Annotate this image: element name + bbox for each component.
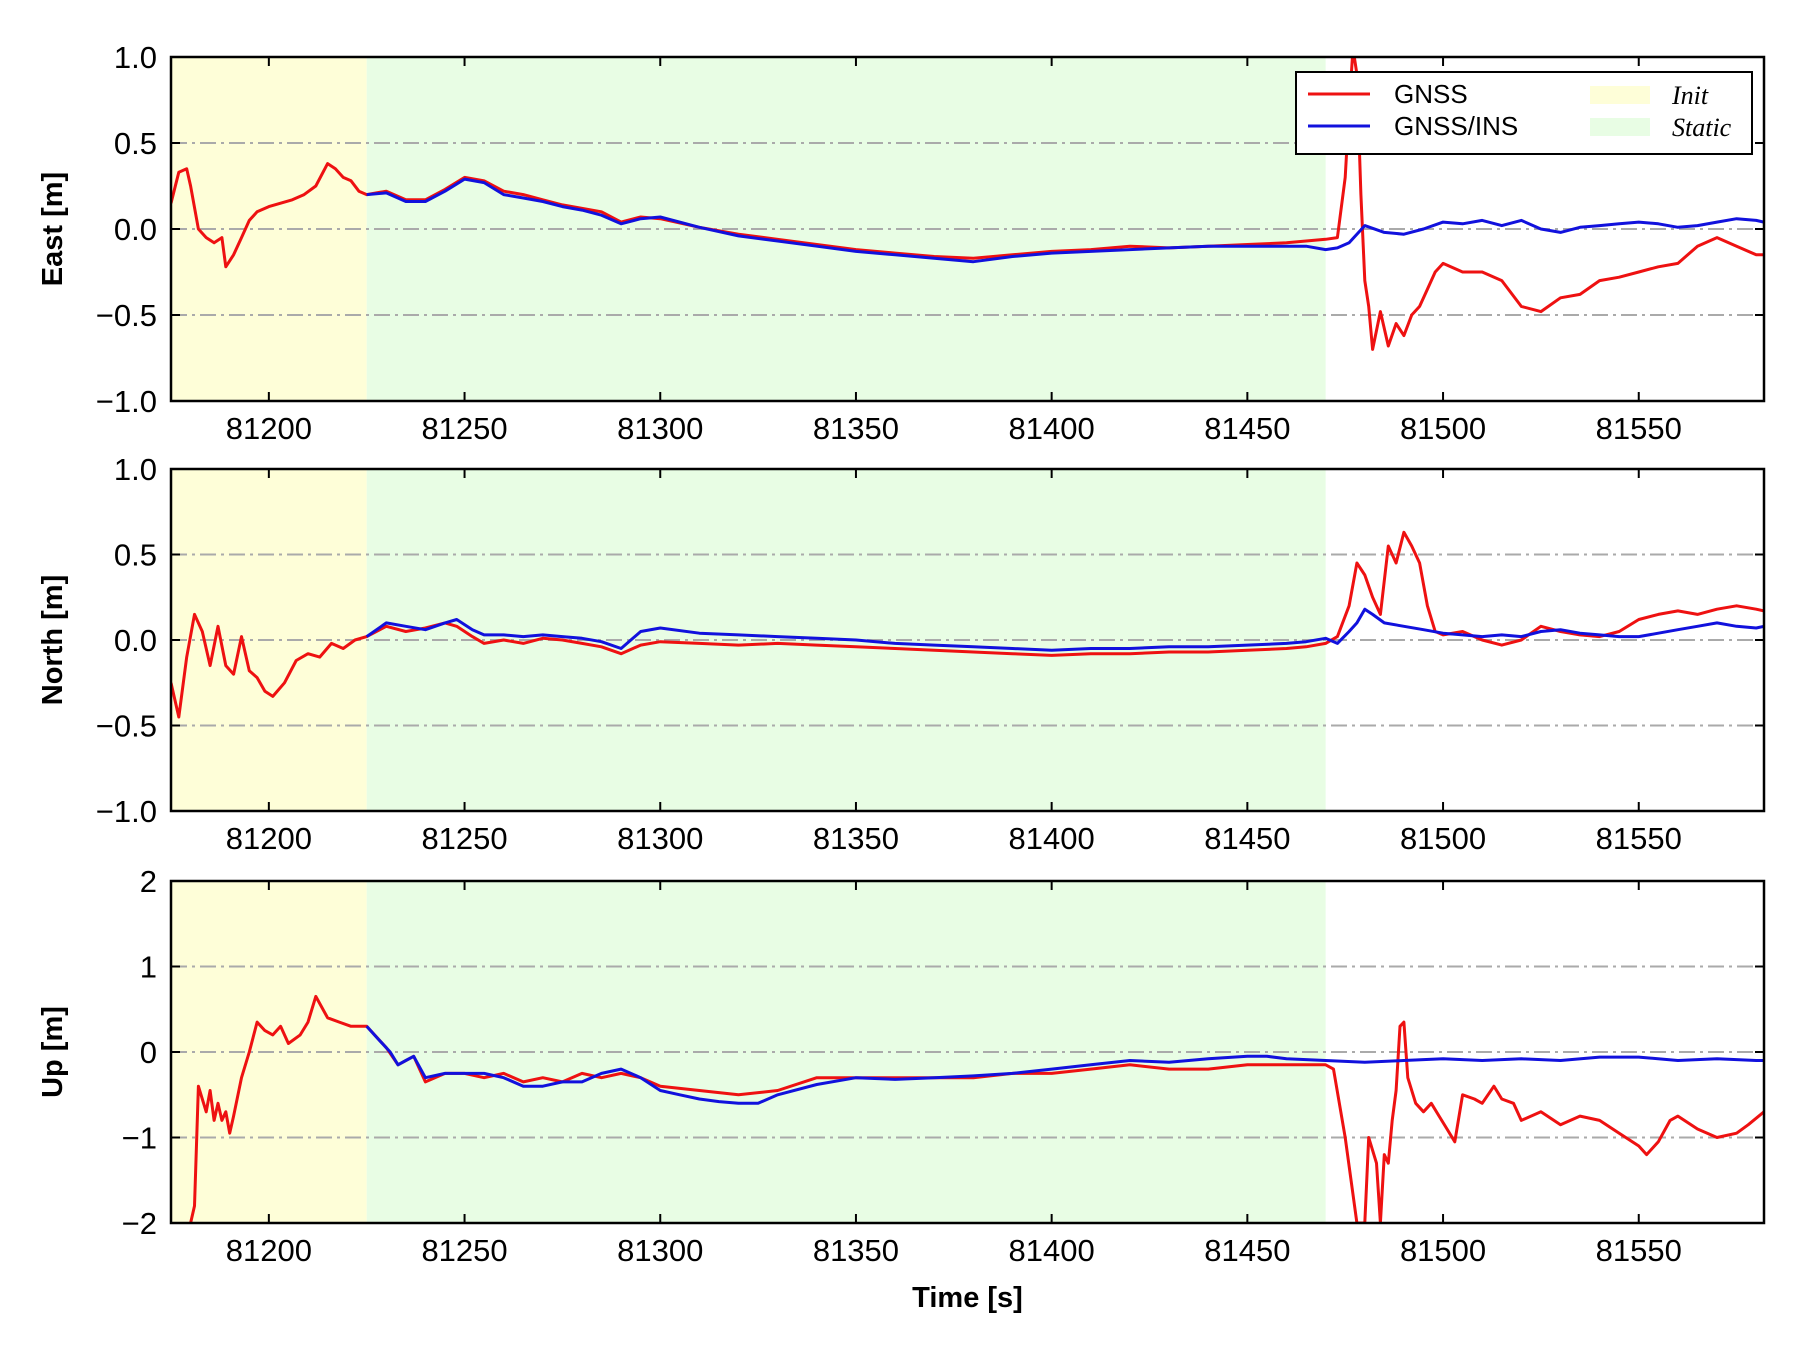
x-tick-label: 81200 [226,821,312,856]
y-tick-label: −1.0 [96,794,157,829]
x-tick-label: 81500 [1400,821,1486,856]
x-tick-label: 81250 [421,821,507,856]
x-tick-label: 81300 [617,821,703,856]
x-tick-label: 81550 [1596,1233,1682,1268]
legend-swatch-init [1590,86,1650,104]
x-tick-label: 81250 [421,1233,507,1268]
y-tick-label: 0 [140,1035,157,1070]
series-line-gnss-ins [366,177,1764,264]
y-tick-label: 0.0 [114,212,157,247]
legend-label-gnss: GNSS [1394,79,1468,109]
series-line-gnss-ins [365,607,1764,652]
subplot-up: 81200 81250 81300 81350 81400 81450 81500 81550… [37,864,1766,1314]
legend: GNSS GNSS/INS Init Static [1295,71,1753,155]
y-tick-label: 2 [140,864,157,899]
y-tick-label: 0.5 [114,538,157,573]
x-tick-label: 81400 [1009,821,1095,856]
y-tick-label: −0.5 [96,298,157,333]
series-line-gnss [171,57,1764,351]
y-tick-label: 0.0 [114,623,157,658]
y-tick-label: −0.5 [96,709,157,744]
series-line-gnss [189,994,1764,1223]
x-tick-label: 81350 [813,1233,899,1268]
y-axis-title: Up [m] [37,1006,69,1098]
subplot-north: 81200 81250 81300 81350 81400 81450 81500 81550… [37,452,1766,856]
y-tick-label: −2 [122,1206,157,1241]
x-tick-label: 81400 [1009,411,1095,446]
x-tick-label: 81200 [226,411,312,446]
legend-label-static: Static [1672,113,1732,142]
series-line-gnss-ins [365,1025,1764,1105]
y-axis-title: East [m] [37,172,69,286]
x-tick-label: 81550 [1596,411,1682,446]
y-tick-label: 1 [140,950,157,985]
x-tick-label: 81300 [617,1233,703,1268]
y-axis-title: North [m] [37,575,69,705]
x-tick-label: 81200 [226,1233,312,1268]
legend-swatch-static [1590,118,1650,136]
legend-label-gnss-ins: GNSS/INS [1394,111,1518,141]
y-tick-label: 1.0 [114,452,157,487]
x-tick-label: 81450 [1204,821,1290,856]
x-tick-label: 81550 [1596,821,1682,856]
x-tick-label: 81350 [813,821,899,856]
subplot-east: 81200 81250 81300 81350 81400 81450 81500 81550… [37,40,1766,446]
x-tick-label: 81500 [1400,1233,1486,1268]
y-tick-label: 1.0 [114,40,157,75]
x-tick-label: 81450 [1204,411,1290,446]
y-tick-label: −1.0 [96,384,157,419]
x-tick-label: 81350 [813,411,899,446]
x-tick-label: 81300 [617,411,703,446]
legend-frame [1295,71,1753,155]
y-tick-label: −1 [122,1121,157,1156]
x-tick-label: 81400 [1009,1233,1095,1268]
x-tick-label: 81500 [1400,411,1486,446]
x-tick-label: 81250 [421,411,507,446]
series-line-gnss [171,530,1764,719]
legend-label-init: Init [1671,81,1709,110]
y-tick-label: 0.5 [114,126,157,161]
x-tick-label: 81450 [1204,1233,1290,1268]
x-axis-title: Time [s] [912,1282,1023,1314]
